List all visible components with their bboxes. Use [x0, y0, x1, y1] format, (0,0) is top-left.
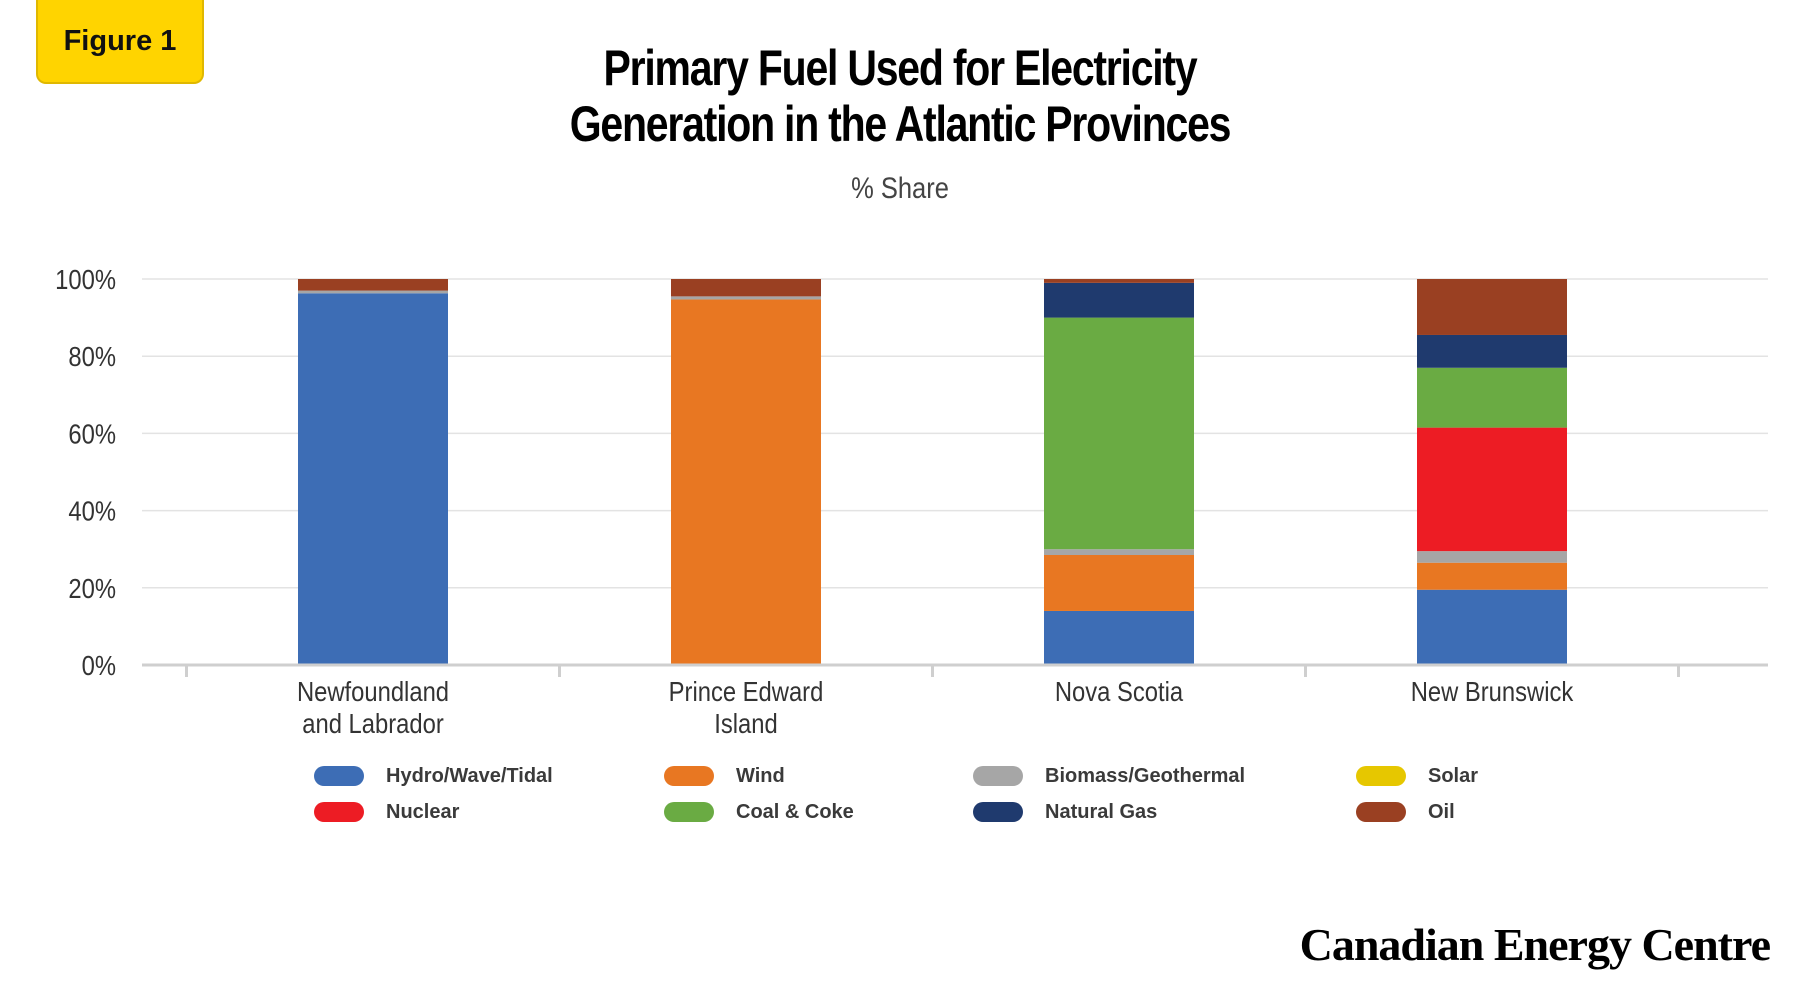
brand-wordmark: Canadian Energy Centre	[1299, 919, 1771, 970]
chart-title-line-1: Primary Fuel Used for Electricity	[603, 40, 1198, 96]
figure-badge: Figure 1	[36, 0, 204, 84]
legend-label: Wind	[736, 764, 785, 787]
legend-swatch	[314, 766, 364, 786]
legend-label: Coal & Coke	[736, 800, 854, 823]
bar-segment	[1044, 610, 1194, 665]
legend-swatch	[973, 802, 1023, 822]
legend-item: Coal & Coke	[664, 800, 973, 824]
legend-swatch	[664, 766, 714, 786]
legend-item: Biomass/Geothermal	[973, 764, 1356, 788]
chart-title: Primary Fuel Used for Electricity Genera…	[0, 40, 1800, 152]
legend-item: Natural Gas	[973, 800, 1356, 824]
legend-swatch	[973, 766, 1023, 786]
y-tick-label: 20%	[68, 572, 116, 604]
legend-item: Oil	[1356, 800, 1506, 824]
x-category-label: Newfoundland	[297, 675, 449, 707]
legend-item: Hydro/Wave/Tidal	[314, 764, 664, 788]
legend-item: Wind	[664, 764, 973, 788]
x-category-label: Nova Scotia	[1055, 675, 1184, 707]
bar-segment	[1044, 549, 1194, 555]
y-tick-label: 40%	[68, 495, 116, 527]
legend-label: Biomass/Geothermal	[1045, 764, 1246, 787]
bar-segment	[1417, 589, 1567, 665]
legend-item: Nuclear	[314, 800, 664, 824]
y-tick-label: 80%	[68, 340, 116, 372]
legend-label: Natural Gas	[1045, 800, 1158, 823]
bar-segment	[1417, 551, 1567, 563]
legend-label: Solar	[1428, 764, 1479, 787]
legend-label: Hydro/Wave/Tidal	[386, 764, 553, 787]
bar-segment	[298, 293, 448, 665]
legend-swatch	[1356, 766, 1406, 786]
legend-label: Nuclear	[386, 800, 460, 823]
y-tick-label: 0%	[82, 649, 116, 681]
bar-segment	[1044, 279, 1194, 283]
bar-segment	[671, 296, 821, 300]
x-category-label: and Labrador	[302, 707, 444, 739]
bar-segment	[298, 279, 448, 291]
bar-segment	[671, 299, 821, 665]
x-category-label: New Brunswick	[1411, 675, 1575, 707]
bar-segment	[1044, 554, 1194, 611]
bar-segment	[1417, 334, 1567, 368]
x-category-label: Island	[714, 707, 777, 739]
legend-swatch	[314, 802, 364, 822]
bar-segment	[298, 290, 448, 294]
chart-title-line-2: Generation in the Atlantic Provinces	[569, 96, 1232, 152]
legend-item: Solar	[1356, 764, 1506, 788]
legend-swatch	[1356, 802, 1406, 822]
y-tick-label: 60%	[68, 418, 116, 450]
bar-segment	[1417, 279, 1567, 335]
bar-segment	[1417, 562, 1567, 590]
bar-segment	[1417, 367, 1567, 428]
chart-subtitle: % Share	[851, 172, 949, 205]
x-category-label: Prince Edward	[669, 675, 824, 707]
chart-legend: Hydro/Wave/Tidal Wind Biomass/Geothermal So…	[314, 764, 1514, 824]
legend-swatch	[664, 802, 714, 822]
bar-segment	[1044, 282, 1194, 318]
legend-label: Oil	[1428, 800, 1455, 823]
bar-segment	[671, 279, 821, 297]
bar-segment	[1044, 317, 1194, 550]
bar-segment	[1417, 427, 1567, 552]
y-tick-label: 100%	[55, 263, 116, 295]
